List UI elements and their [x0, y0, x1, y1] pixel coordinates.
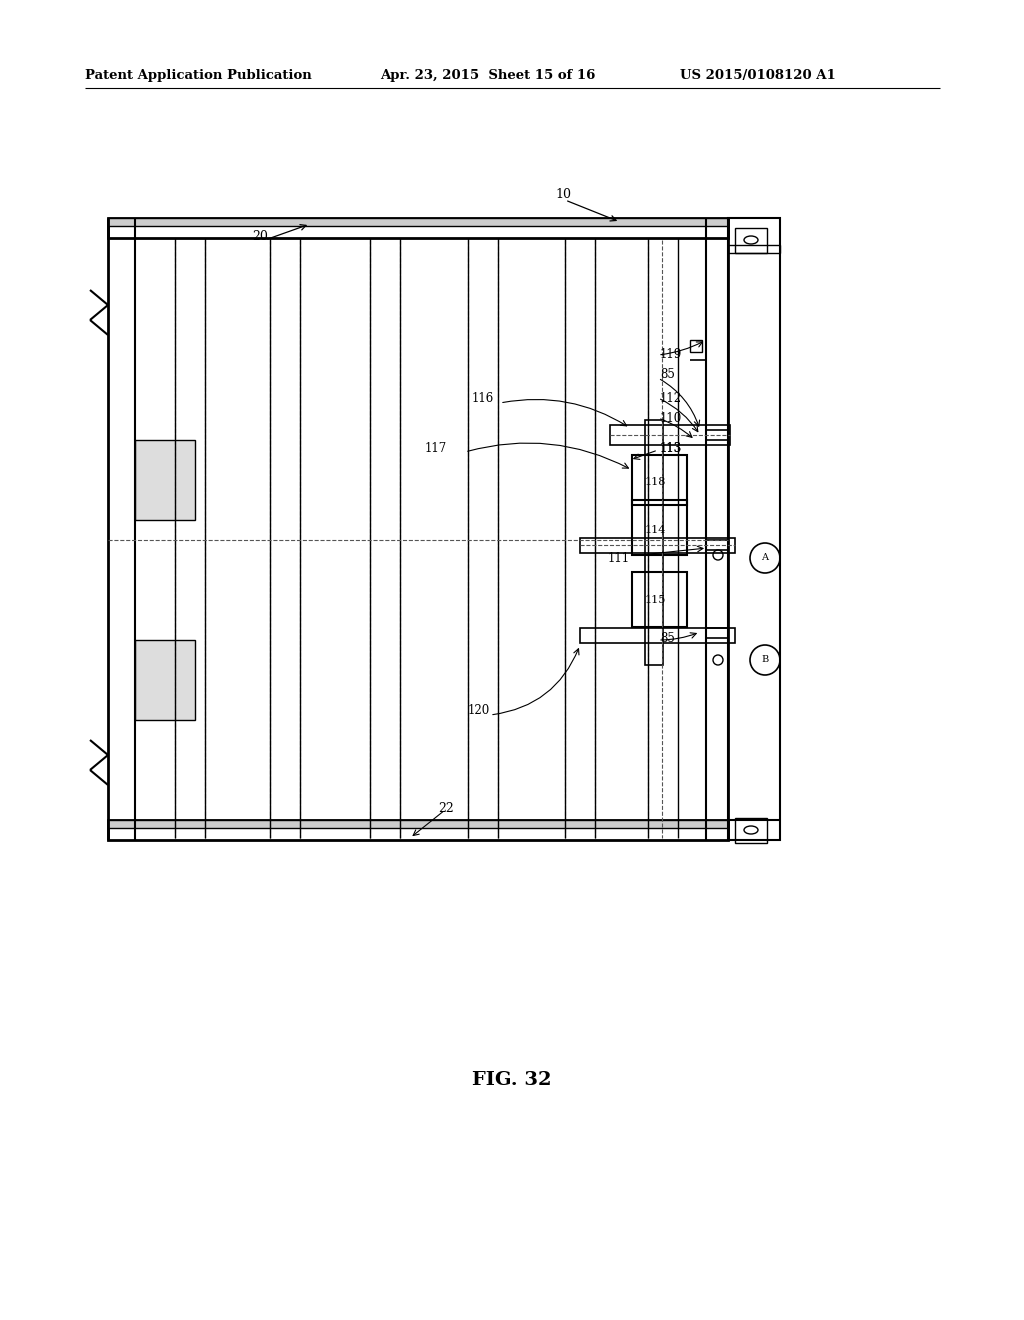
Text: 120: 120	[468, 704, 490, 717]
Bar	[706, 430, 728, 440]
Bar	[108, 820, 728, 840]
Text: 110: 110	[660, 412, 682, 425]
Text: 114: 114	[644, 525, 666, 535]
Text: US 2015/0108120 A1: US 2015/0108120 A1	[680, 69, 836, 82]
Text: 85: 85	[660, 368, 675, 381]
Text: B: B	[762, 656, 769, 664]
Bar	[610, 425, 730, 445]
Text: 111: 111	[608, 552, 630, 565]
Bar	[632, 500, 687, 554]
Bar	[135, 440, 195, 520]
Bar	[108, 218, 728, 226]
Bar	[735, 228, 767, 253]
Text: 117: 117	[425, 441, 447, 454]
Text: FIG. 32: FIG. 32	[472, 1071, 552, 1089]
Text: 119: 119	[660, 348, 682, 362]
Bar	[706, 540, 728, 550]
Text: 113: 113	[660, 441, 682, 454]
Bar	[108, 820, 728, 828]
Bar	[706, 628, 728, 638]
Bar	[580, 539, 735, 553]
Bar	[735, 818, 767, 843]
Bar	[728, 246, 780, 253]
Text: Patent Application Publication: Patent Application Publication	[85, 69, 311, 82]
Bar	[645, 420, 663, 665]
Bar	[690, 341, 702, 352]
Text: 20: 20	[252, 231, 268, 243]
Bar	[108, 218, 728, 238]
Text: 116: 116	[472, 392, 495, 404]
Bar	[632, 572, 687, 627]
Bar	[632, 455, 687, 506]
Text: 115: 115	[644, 595, 666, 605]
Text: 113: 113	[660, 441, 682, 454]
Text: Apr. 23, 2015  Sheet 15 of 16: Apr. 23, 2015 Sheet 15 of 16	[380, 69, 595, 82]
Text: A: A	[762, 553, 768, 562]
Bar	[135, 640, 195, 719]
Text: 22: 22	[438, 801, 454, 814]
Text: 85: 85	[660, 631, 675, 644]
Text: 112: 112	[660, 392, 682, 404]
Text: 118: 118	[644, 477, 666, 487]
Text: 10: 10	[555, 189, 571, 202]
Bar	[580, 628, 735, 643]
Bar	[728, 218, 780, 840]
